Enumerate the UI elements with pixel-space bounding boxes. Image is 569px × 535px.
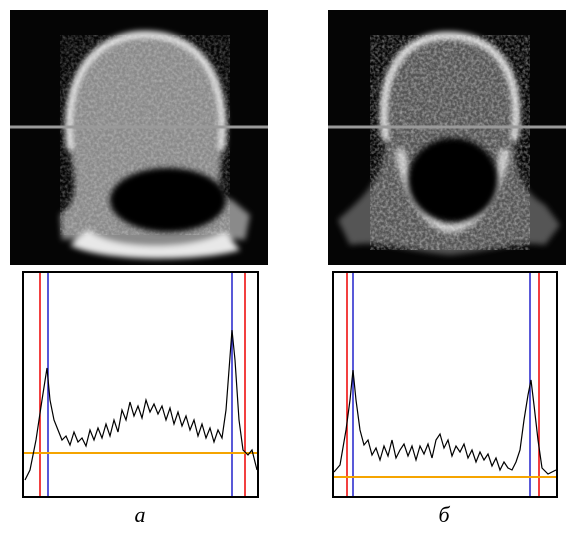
caption: а bbox=[135, 502, 146, 527]
profile-left bbox=[22, 271, 259, 498]
xray-image-left bbox=[10, 10, 268, 265]
caption: б bbox=[438, 502, 450, 527]
xray-image-right bbox=[328, 10, 566, 265]
profile-right bbox=[332, 271, 558, 498]
